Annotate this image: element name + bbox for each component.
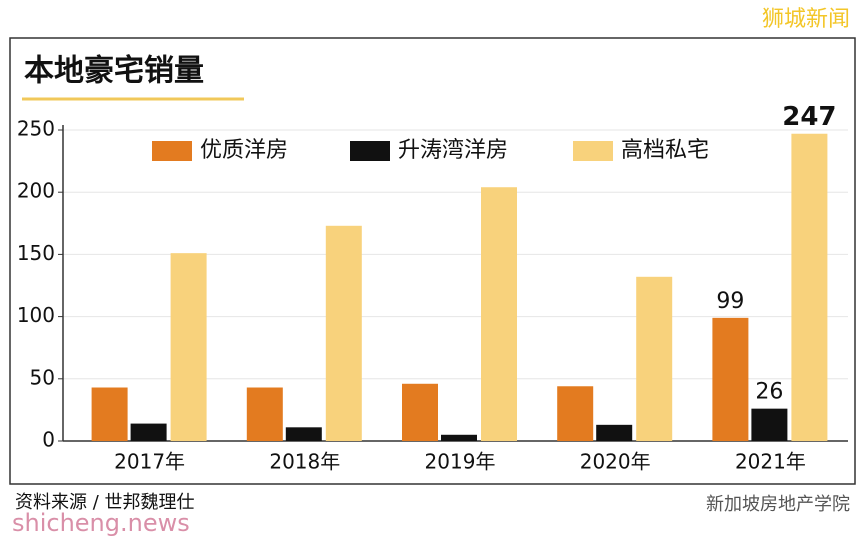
bar <box>712 317 749 441</box>
bar <box>246 387 283 441</box>
legend-label: 优质洋房 <box>200 138 288 163</box>
x-tick-label: 2018年 <box>269 450 340 474</box>
bar <box>402 383 438 441</box>
chart-title: 本地豪宅销量 <box>24 54 204 89</box>
bar <box>791 133 828 441</box>
x-tick-label: 2017年 <box>114 450 185 474</box>
data-label: 99 <box>716 289 744 314</box>
x-tick-label: 2019年 <box>425 450 496 474</box>
bar <box>596 424 633 441</box>
legend-swatch <box>152 141 192 161</box>
data-label: 247 <box>782 102 836 132</box>
bar <box>441 434 477 441</box>
watermark: shicheng.news <box>12 509 190 537</box>
bar <box>170 253 207 441</box>
legend-swatch <box>350 141 390 161</box>
watermark: 狮城新闻 <box>762 7 850 32</box>
y-tick-label: 50 <box>30 365 55 389</box>
legend-label: 高档私宅 <box>621 138 709 163</box>
chart-frame <box>9 37 856 485</box>
y-tick-label: 0 <box>42 428 55 452</box>
data-label: 26 <box>755 380 783 405</box>
y-tick-label: 200 <box>17 179 55 203</box>
bar <box>481 187 517 441</box>
bar <box>557 386 594 441</box>
bar <box>130 423 167 441</box>
x-tick-label: 2021年 <box>735 450 806 474</box>
x-tick-label: 2020年 <box>580 450 651 474</box>
bar <box>751 408 788 441</box>
bar <box>325 225 362 441</box>
y-tick-label: 150 <box>17 241 55 265</box>
bar <box>91 387 128 441</box>
y-tick-label: 100 <box>17 303 55 327</box>
y-tick-label: 250 <box>17 117 55 141</box>
watermark: 新加坡房地产学院 <box>706 494 850 515</box>
bar <box>636 276 673 441</box>
bar <box>285 427 322 441</box>
source: 资料来源 / 世邦魏理仕 <box>15 492 195 513</box>
legend-label: 升涛湾洋房 <box>398 138 508 163</box>
legend-swatch <box>573 141 613 161</box>
